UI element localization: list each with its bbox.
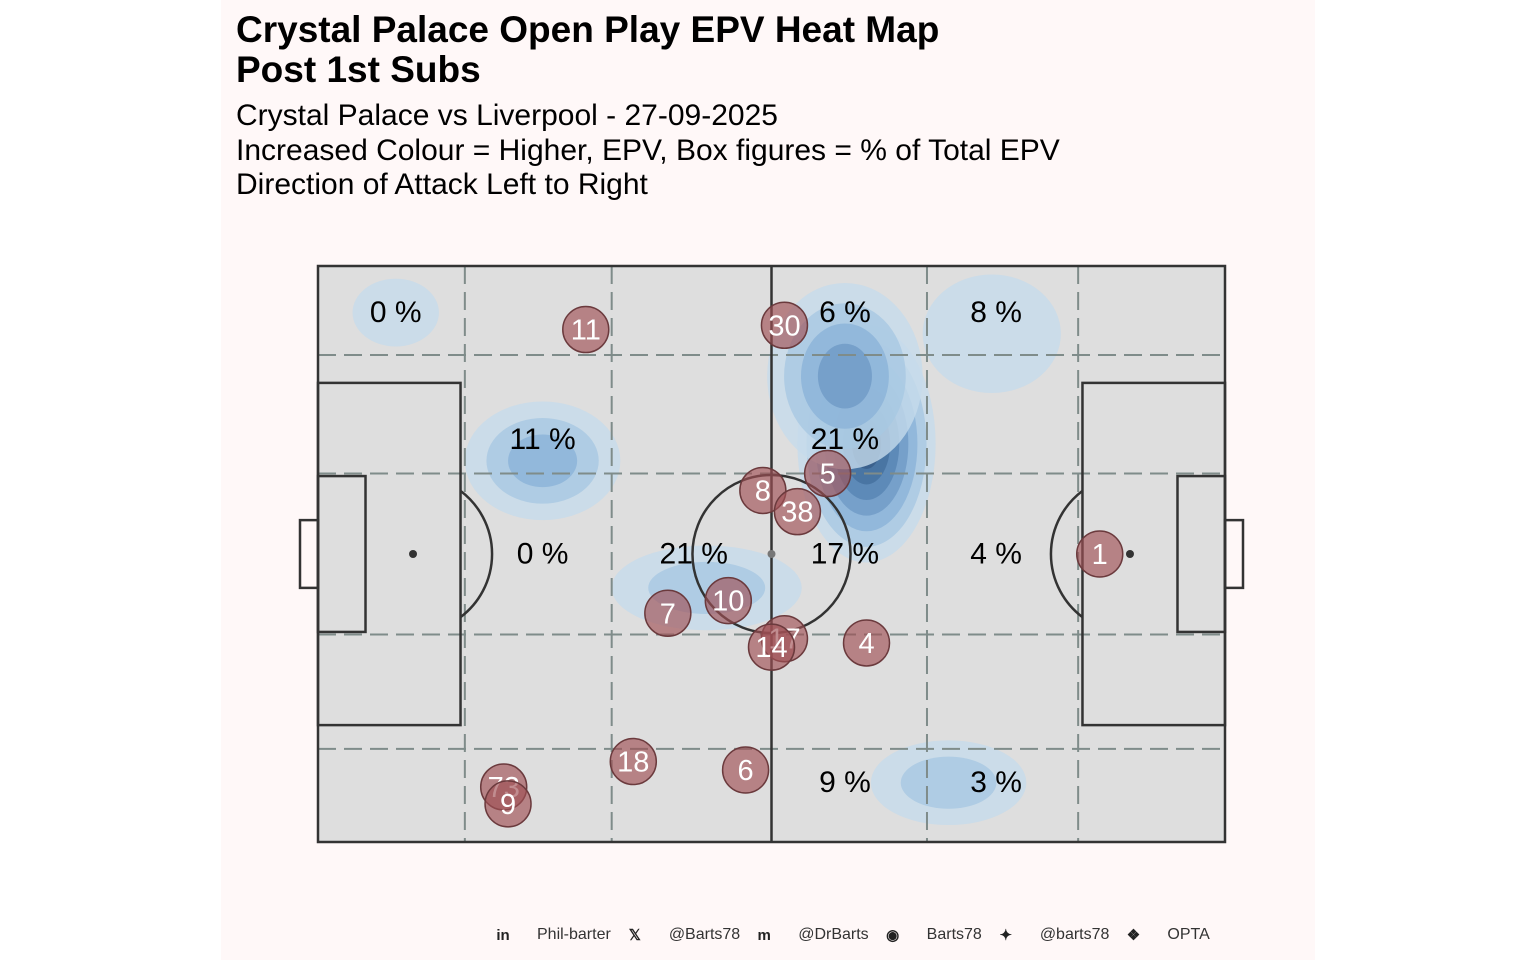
zone-percent-label: 17 % — [811, 538, 879, 571]
mastodon-icon: m — [757, 926, 771, 944]
footer-credit-text: @barts78 — [1039, 926, 1110, 943]
chart-title: Crystal Palace Open Play EPV Heat Map Po… — [236, 9, 940, 90]
epv-contour — [900, 756, 997, 809]
footer-credit-text: @DrBarts — [798, 926, 869, 943]
player-marker: 5 — [803, 449, 852, 498]
player-number: 7 — [660, 598, 676, 630]
player-number: 11 — [571, 315, 601, 347]
zone-percent-label: 4 % — [970, 538, 1022, 571]
player-circle — [644, 589, 692, 638]
zone-percent-label: 11 % — [510, 423, 576, 456]
player-marker: 4 — [842, 619, 891, 667]
footer-credits: in Phil-barter 𝕏 @Barts78 m @DrBarts ◉ Barts78 ✦… — [493, 924, 1224, 946]
player-marker: 14 — [747, 623, 796, 671]
player-circle — [1075, 530, 1124, 578]
footer-credit-text: @Barts78 — [668, 926, 741, 943]
player-circle — [747, 623, 796, 671]
player-number: 38 — [781, 497, 813, 529]
player-marker: 8 — [739, 466, 787, 515]
dropbox-icon: ❖ — [1126, 927, 1141, 944]
player-marker: 9 — [484, 780, 532, 828]
player-circle — [803, 449, 852, 498]
penalty-spot-left — [409, 550, 418, 558]
player-number: 1 — [1092, 539, 1108, 571]
player-number: 9 — [500, 789, 516, 821]
player-circle — [760, 301, 809, 350]
player-marker: 18 — [609, 737, 658, 786]
player-number: 10 — [712, 586, 744, 618]
player-circle — [721, 746, 770, 794]
player-marker: 30 — [760, 301, 809, 350]
player-circle — [773, 487, 822, 536]
penalty-spot-right — [1125, 550, 1134, 558]
zone-percent-label: 21 % — [660, 538, 728, 571]
player-circle — [739, 466, 787, 515]
player-number: 14 — [755, 632, 787, 664]
penalty-arc-left — [459, 489, 494, 619]
player-marker: 6 — [721, 746, 770, 794]
player-marker: 1 — [1075, 530, 1124, 578]
player-marker: 10 — [704, 576, 753, 625]
player-number: 30 — [768, 310, 800, 342]
player-number: 8 — [755, 475, 771, 507]
zone-percent-label: 8 % — [970, 296, 1022, 329]
player-circle — [562, 305, 610, 354]
player-marker: 38 — [773, 487, 822, 536]
github-icon: ◉ — [886, 927, 900, 944]
zone-percent-label: 0 % — [517, 538, 569, 571]
epv-contour — [922, 274, 1061, 394]
player-number: 4 — [858, 628, 874, 660]
player-number: 18 — [617, 747, 649, 779]
player-marker: 11 — [562, 305, 610, 354]
player-circle — [704, 576, 753, 625]
penalty-arc-right — [1049, 489, 1084, 619]
zone-percent-label: 9 % — [819, 766, 871, 799]
player-marker: 7 — [644, 589, 692, 638]
footer-credit-text: Phil-barter — [537, 926, 611, 943]
player-circle — [842, 619, 891, 667]
footer-credit-text: Barts78 — [926, 926, 982, 943]
epv-contour — [817, 343, 872, 409]
zone-percent-label: 6 % — [819, 296, 871, 329]
chart-subtitle: Crystal Palace vs Liverpool - 27-09-2025… — [236, 99, 1060, 201]
epv-density — [352, 274, 1061, 826]
player-number: 6 — [738, 755, 754, 787]
player-circle — [484, 780, 532, 828]
centre-spot — [767, 550, 776, 558]
player-positions: 11305838110717144186739 — [479, 301, 1124, 828]
goal-right — [1223, 518, 1245, 590]
x-icon: 𝕏 — [628, 927, 641, 944]
epv-contour — [352, 278, 439, 347]
footer-credit-text: OPTA — [1167, 926, 1210, 943]
player-circle — [609, 737, 658, 786]
zone-percent-label: 3 % — [970, 766, 1022, 799]
bluesky-icon: ✦ — [999, 927, 1013, 944]
linkedin-icon: in — [496, 926, 510, 944]
zone-labels: 0 %11 %0 % 21 %6 %21 %17 %9 %8 %4 %3 % — [370, 296, 1022, 799]
zone-percent-label: 0 % — [370, 296, 422, 329]
player-number: 5 — [820, 459, 836, 491]
goal-left — [298, 518, 320, 590]
